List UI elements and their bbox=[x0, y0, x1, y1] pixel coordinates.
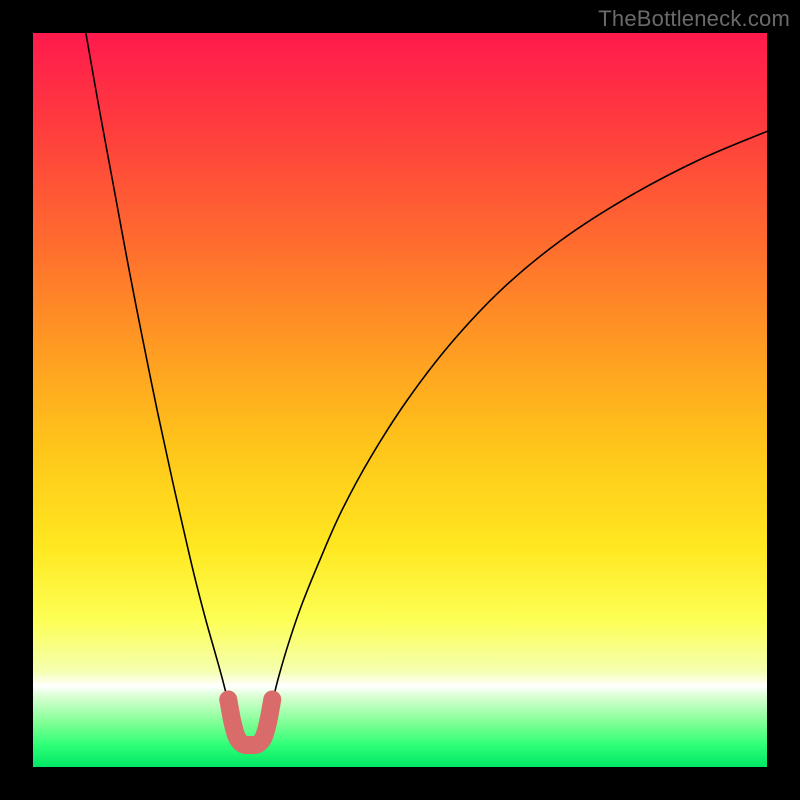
plot-background bbox=[33, 33, 767, 767]
bottleneck-chart bbox=[0, 0, 800, 800]
watermark-text: TheBottleneck.com bbox=[598, 6, 790, 32]
